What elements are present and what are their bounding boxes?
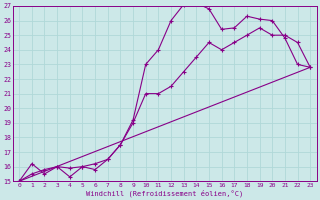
X-axis label: Windchill (Refroidissement éolien,°C): Windchill (Refroidissement éolien,°C): [86, 189, 243, 197]
